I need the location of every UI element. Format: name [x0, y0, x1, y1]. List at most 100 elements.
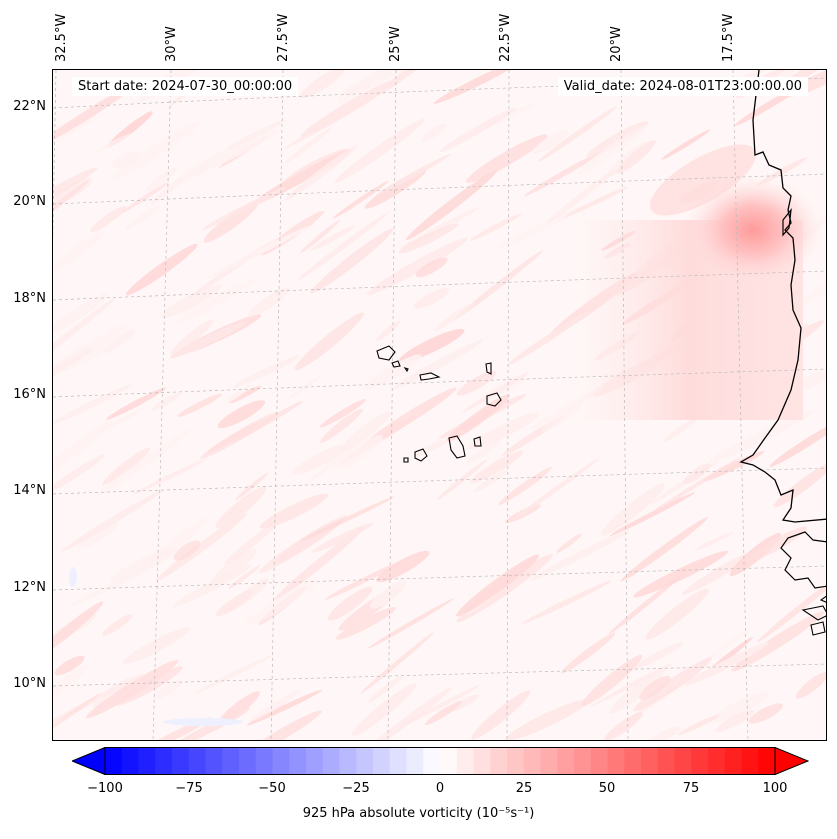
vorticity-streak	[748, 703, 783, 724]
island-brava	[403, 457, 409, 463]
vorticity-streak	[604, 712, 643, 740]
colorbar-segment	[356, 747, 374, 775]
vorticity-streak	[456, 554, 540, 617]
colorbar-segment	[272, 747, 290, 775]
colorbar-segment	[490, 747, 508, 775]
vorticity-streak	[563, 186, 628, 218]
vorticity-streak	[390, 339, 484, 391]
vorticity-streak	[292, 444, 347, 475]
vorticity-streak	[424, 700, 462, 726]
colorbar-tick-minus-50: −50	[258, 781, 286, 796]
vorticity-streak	[153, 679, 184, 700]
vorticity-streak	[102, 614, 133, 636]
colorbar-segment	[389, 747, 407, 775]
vorticity-streak	[334, 118, 426, 184]
vorticity-streak	[273, 526, 365, 602]
vorticity-streak	[711, 691, 770, 723]
colorbar-segment	[624, 747, 642, 775]
vorticity-streak	[370, 580, 407, 609]
vorticity-streak	[505, 699, 588, 740]
vorticity-streak	[616, 140, 656, 174]
vorticity-streak	[645, 456, 741, 517]
vorticity-streak	[54, 655, 85, 676]
vorticity-streak	[86, 659, 179, 719]
weak-negative-vorticity	[69, 567, 77, 587]
lon-label-17-5w: 17.5°W	[721, 13, 736, 62]
vorticity-streak	[53, 665, 89, 720]
vorticity-streak	[53, 337, 122, 383]
colorbar-segment	[657, 747, 675, 775]
vorticity-streak	[364, 354, 422, 390]
lon-label-30w: 30°W	[164, 26, 179, 62]
vorticity-streak	[53, 180, 89, 234]
vorticity-streak	[541, 403, 582, 432]
colorbar-tick-minus-25: −25	[342, 781, 370, 796]
vorticity-streak	[193, 654, 274, 695]
island-santa-luzia	[403, 366, 409, 373]
vorticity-streak	[683, 463, 711, 484]
vorticity-streak	[177, 393, 222, 417]
weak-negative-vorticity-south	[163, 718, 243, 726]
vorticity-streak	[645, 588, 709, 640]
colorbar-segment	[557, 747, 575, 775]
colorbar-segment	[741, 747, 759, 775]
colorbar-outline	[104, 747, 776, 775]
vorticity-streak	[433, 70, 525, 104]
vorticity-streak	[53, 419, 113, 479]
island-fogo	[414, 448, 428, 462]
vorticity-streak	[405, 170, 498, 241]
island-sao-nicolau	[419, 372, 441, 381]
vorticity-streak	[620, 517, 708, 582]
vorticity-streak	[102, 447, 151, 485]
colorbar-extend-min-fill	[72, 747, 105, 775]
colorbar-segment	[155, 747, 173, 775]
colorbar-tick-75: 75	[682, 781, 700, 796]
vorticity-streak	[111, 151, 141, 169]
vorticity-streak	[367, 674, 404, 703]
vorticity-streak	[376, 320, 401, 341]
vorticity-streak	[217, 400, 266, 429]
vorticity-streak	[112, 120, 202, 180]
vorticity-streak	[645, 726, 682, 740]
lat-label-18n: 18°N	[13, 291, 46, 306]
colorbar-extend-max-fill	[775, 747, 808, 775]
vorticity-streak	[639, 675, 671, 701]
colorbar-segment	[306, 747, 324, 775]
colorbar-tick-100: 100	[762, 781, 788, 796]
vorticity-maximum	[683, 175, 823, 285]
vorticity-streak	[456, 370, 497, 396]
vorticity-streak	[512, 458, 599, 521]
colorbar-segment	[540, 747, 558, 775]
vorticity-streak	[310, 228, 394, 294]
colorbar-segment	[188, 747, 206, 775]
colorbar-segment	[121, 747, 139, 775]
start-date-label: Start date: 2024-07-30_00:00:00	[72, 77, 299, 96]
vorticity-streak	[745, 526, 807, 563]
colorbar-segment	[239, 747, 257, 775]
vorticity-streak	[106, 387, 166, 420]
vorticity-streak	[590, 663, 673, 707]
vorticity-field-map	[53, 70, 826, 740]
vorticity-streak	[340, 411, 391, 452]
colorbar-segment	[456, 747, 474, 775]
vorticity-streak	[362, 387, 457, 447]
vorticity-streak	[206, 225, 312, 280]
map-panel[interactable]	[52, 69, 827, 741]
vorticity-streak	[202, 187, 286, 230]
vorticity-streak	[576, 125, 649, 175]
lon-label-22-5w: 22.5°W	[498, 13, 513, 62]
vorticity-streak	[226, 119, 286, 149]
colorbar-segment	[574, 747, 592, 775]
vorticity-streak	[471, 690, 531, 740]
coastline-guinea-bissau	[780, 531, 826, 589]
vorticity-streak	[297, 211, 390, 281]
lon-label-32-5w: 32.5°W	[54, 13, 69, 62]
vorticity-streak	[320, 399, 366, 428]
vorticity-streak	[773, 462, 826, 508]
vorticity-streak	[465, 134, 548, 183]
colorbar-tick-0: 0	[435, 781, 445, 796]
vorticity-streak	[61, 489, 163, 552]
vorticity-streak	[581, 654, 643, 707]
vorticity-streak-ne	[649, 144, 757, 216]
colorbar-segment	[322, 747, 340, 775]
